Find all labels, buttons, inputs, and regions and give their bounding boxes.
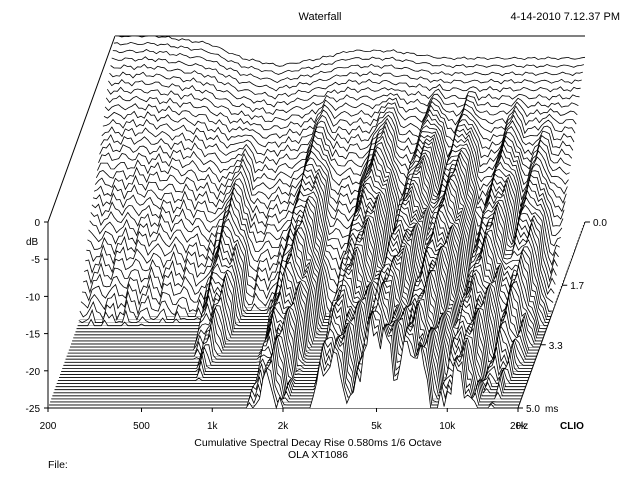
chart-title: Waterfall (299, 11, 342, 23)
slice-line (105, 95, 577, 131)
z-tick-label: 1.7 (570, 281, 584, 292)
x-tick-label: 5k (371, 421, 383, 432)
y-axis-ticks: 0 -5 -10 -15 -20 -25 (26, 218, 48, 415)
slice-line (75, 219, 546, 333)
slice-line (98, 130, 569, 191)
x-tick-label: 500 (133, 421, 150, 432)
file-label: File: (48, 459, 68, 471)
slice-line (94, 145, 566, 220)
slice-line (104, 103, 576, 139)
slice-line (95, 141, 567, 210)
x-tick-label: 1k (207, 421, 219, 432)
z-tick-label: 5.0 (526, 404, 540, 415)
slice-line (102, 113, 574, 157)
y-tick-label: -5 (31, 255, 40, 266)
x-axis-ticks: 200 500 1k 2k 5k 10k 20k (40, 408, 527, 432)
slice-line (103, 108, 575, 148)
slice-line (106, 86, 578, 123)
slice-line (111, 56, 582, 92)
z-axis-unit: ms (545, 404, 558, 415)
decay-slices (48, 35, 586, 410)
slice-line (110, 63, 581, 100)
x-tick-label: 2k (278, 421, 290, 432)
y-tick-label: -25 (26, 404, 41, 415)
chart-subtitle: Cumulative Spectral Decay Rise 0.580ms 1… (194, 437, 442, 449)
x-tick-label: 200 (40, 421, 57, 432)
z-tick-label: 3.3 (549, 341, 563, 352)
slice-line (101, 117, 573, 166)
slice-line (112, 49, 583, 84)
y-tick-label: 0 (34, 218, 40, 229)
z-axis-ticks: 0.0 1.7 3.3 5.0 (518, 218, 607, 415)
x-axis-unit: Hz (516, 421, 528, 432)
slice-fill (48, 314, 518, 408)
slice-line (115, 35, 586, 67)
z-tick-label: 0.0 (593, 218, 607, 229)
clio-logo: CLIO (560, 421, 584, 432)
chart-timestamp: 4-14-2010 7.12.37 PM (511, 11, 620, 23)
slice-line (97, 135, 568, 200)
y-tick-label: -20 (26, 367, 41, 378)
y-tick-label: -15 (26, 330, 41, 341)
chart-subtitle-model: OLA XT1086 (288, 449, 348, 461)
x-tick-label: 10k (439, 421, 456, 432)
y-axis-label: dB (26, 237, 39, 248)
slice-line (113, 41, 585, 75)
x-tick-label: 20k (510, 421, 527, 432)
slice-line (74, 223, 545, 336)
slice-line (109, 71, 580, 108)
slice-line (108, 78, 579, 116)
slice-line (73, 228, 544, 339)
y-tick-label: -10 (26, 292, 41, 303)
slice-line (99, 125, 570, 183)
slice-line (100, 121, 571, 174)
